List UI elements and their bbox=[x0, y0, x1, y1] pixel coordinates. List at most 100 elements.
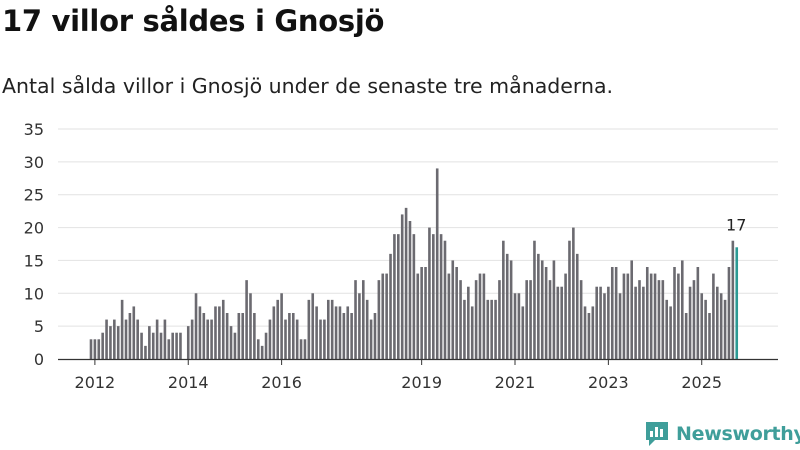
bar bbox=[311, 293, 315, 359]
y-tick-label: 20 bbox=[24, 219, 44, 238]
bar bbox=[218, 306, 221, 359]
x-tick-label: 2016 bbox=[261, 373, 302, 392]
bar bbox=[599, 286, 602, 359]
y-tick-label: 25 bbox=[24, 186, 44, 205]
y-tick-label: 0 bbox=[34, 350, 44, 369]
bar bbox=[474, 280, 478, 359]
bar bbox=[97, 339, 101, 359]
bar bbox=[696, 267, 700, 359]
newsworthy-brand[interactable]: Newsworthy bbox=[644, 420, 800, 448]
bar bbox=[494, 299, 497, 359]
bar bbox=[638, 280, 641, 359]
bar bbox=[412, 234, 416, 359]
bar bbox=[665, 299, 669, 359]
bar bbox=[256, 339, 260, 359]
bar bbox=[179, 332, 182, 359]
x-tick-label: 2021 bbox=[495, 373, 536, 392]
bar bbox=[645, 267, 649, 359]
brand-name: Newsworthy bbox=[676, 423, 800, 445]
bar bbox=[470, 306, 474, 359]
bar bbox=[295, 319, 299, 359]
bar bbox=[677, 273, 680, 359]
bar bbox=[568, 240, 571, 359]
bar bbox=[715, 286, 719, 359]
bar bbox=[253, 313, 256, 359]
bar bbox=[513, 293, 517, 359]
bar bbox=[447, 273, 451, 359]
bar bbox=[587, 313, 591, 359]
bar bbox=[113, 319, 116, 359]
bar bbox=[89, 339, 93, 359]
bar bbox=[529, 280, 532, 359]
bar bbox=[299, 339, 303, 359]
bar bbox=[105, 319, 108, 359]
bar bbox=[369, 319, 373, 359]
bars bbox=[89, 168, 739, 359]
bar bbox=[653, 273, 657, 359]
bar bbox=[393, 234, 396, 359]
bar bbox=[467, 286, 470, 359]
bar bbox=[509, 260, 513, 359]
bar bbox=[478, 273, 482, 359]
bar bbox=[540, 260, 544, 359]
chart-title: 17 villor såldes i Gnosjö bbox=[2, 4, 385, 38]
bar bbox=[579, 280, 583, 359]
bar bbox=[661, 280, 665, 359]
bar bbox=[303, 339, 307, 359]
bar bbox=[194, 293, 198, 359]
bar bbox=[148, 326, 151, 359]
bar bbox=[241, 313, 245, 359]
bar bbox=[175, 332, 178, 359]
bar bbox=[634, 286, 637, 359]
bar bbox=[334, 306, 338, 359]
bar bbox=[206, 319, 209, 359]
bar bbox=[591, 306, 595, 359]
bar bbox=[342, 313, 346, 359]
bar bbox=[502, 240, 505, 359]
bar bbox=[202, 313, 206, 359]
bar bbox=[288, 313, 291, 359]
x-tick-label: 2014 bbox=[168, 373, 209, 392]
bar bbox=[260, 345, 264, 359]
bar bbox=[358, 293, 361, 359]
x-tick-label: 2012 bbox=[75, 373, 116, 392]
bar bbox=[443, 240, 447, 359]
bar bbox=[490, 299, 493, 359]
x-tick-label: 2023 bbox=[588, 373, 629, 392]
bar bbox=[498, 280, 501, 359]
newsworthy-logo-icon bbox=[646, 422, 668, 446]
bar bbox=[622, 273, 626, 359]
bar bbox=[198, 306, 202, 359]
bar bbox=[537, 253, 540, 359]
bar bbox=[225, 313, 229, 359]
bar bbox=[330, 299, 334, 359]
bar bbox=[673, 267, 676, 359]
y-tick-label: 30 bbox=[24, 153, 44, 172]
bar bbox=[109, 326, 112, 359]
bar bbox=[521, 306, 525, 359]
bar bbox=[455, 267, 458, 359]
bar bbox=[237, 313, 241, 359]
bar bbox=[451, 260, 455, 359]
bar bbox=[727, 267, 731, 359]
bar bbox=[385, 273, 388, 359]
bar bbox=[389, 253, 392, 359]
bar bbox=[630, 260, 634, 359]
bar bbox=[268, 319, 272, 359]
bar bbox=[404, 207, 408, 359]
bar bbox=[101, 332, 104, 359]
bar bbox=[712, 273, 715, 359]
bar bbox=[575, 253, 579, 359]
bar bbox=[116, 326, 120, 359]
bar bbox=[692, 280, 696, 359]
chart-subtitle: Antal sålda villor i Gnosjö under de sen… bbox=[2, 74, 614, 98]
x-tick-label: 2019 bbox=[401, 373, 442, 392]
bar bbox=[132, 306, 136, 359]
bar bbox=[381, 273, 385, 359]
bar bbox=[719, 293, 723, 359]
bar bbox=[560, 286, 563, 359]
bar bbox=[420, 267, 423, 359]
bar bbox=[346, 306, 350, 359]
bar bbox=[120, 299, 124, 359]
